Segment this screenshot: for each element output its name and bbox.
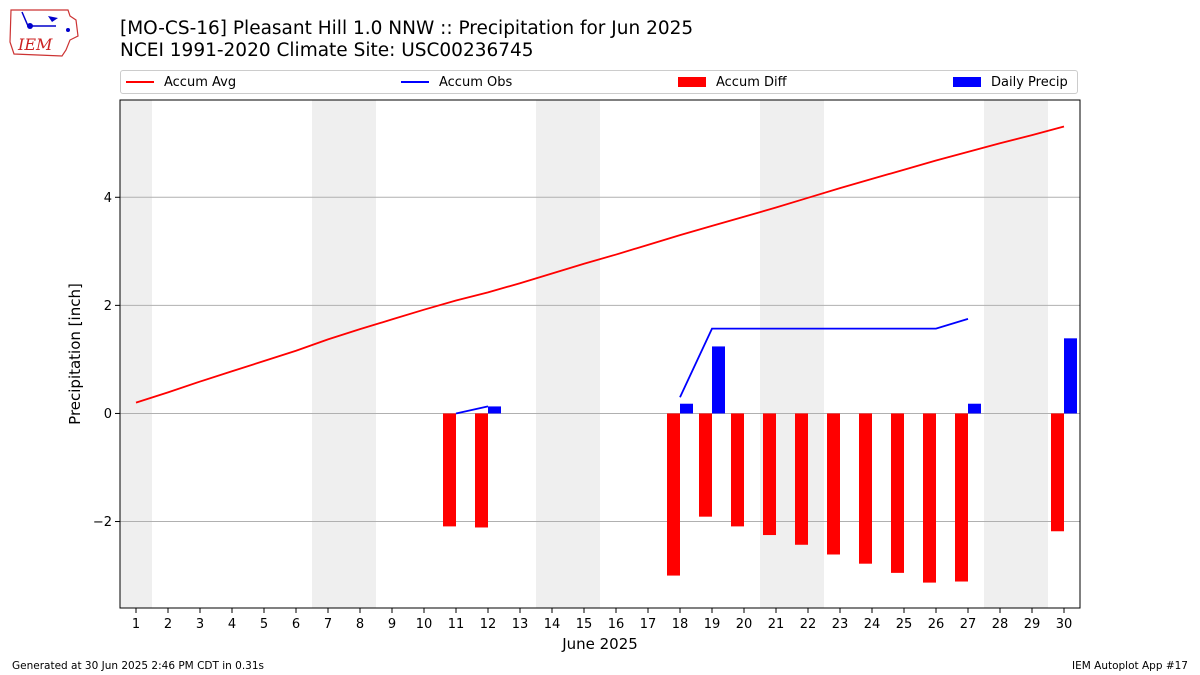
accum-avg-line xyxy=(135,125,1065,404)
legend: Accum Avg Accum Obs Accum Diff Daily Pre… xyxy=(120,70,1078,94)
x-tick-label: 20 xyxy=(736,617,753,632)
x-tick-label: 13 xyxy=(512,617,529,632)
legend-item-accum-avg: Accum Avg xyxy=(126,71,236,93)
x-tick-label: 14 xyxy=(544,617,561,632)
x-tick-label: 30 xyxy=(1056,617,1073,632)
diff-bar-day-27 xyxy=(955,413,968,582)
x-tick-label: 19 xyxy=(704,617,721,632)
legend-swatch-accum-avg xyxy=(126,81,154,83)
accum-obs-line-1 xyxy=(679,318,969,398)
y-axis-label: Precipitation [inch] xyxy=(66,283,84,425)
diff-bar-day-26 xyxy=(923,413,936,583)
x-tick-label: 18 xyxy=(672,617,689,632)
diff-bar-day-23 xyxy=(827,413,840,555)
legend-swatch-daily-precip xyxy=(953,77,981,87)
x-tick-label: 9 xyxy=(388,617,396,632)
x-tick-label: 5 xyxy=(260,617,268,632)
diff-bar-day-12 xyxy=(475,413,488,528)
x-tick-label: 23 xyxy=(832,617,849,632)
x-tick-label: 26 xyxy=(928,617,945,632)
diff-bar-day-24 xyxy=(859,413,872,564)
precip-bar-day-19 xyxy=(712,346,725,414)
x-tick-label: 1 xyxy=(132,617,140,632)
x-tick-label: 22 xyxy=(800,617,817,632)
plot-frame xyxy=(119,99,1081,609)
x-axis-label: June 2025 xyxy=(561,635,638,653)
x-tick-label: 3 xyxy=(196,617,204,632)
weekend-band-3 xyxy=(760,100,824,608)
legend-label-accum-obs: Accum Obs xyxy=(439,74,513,90)
x-tick-label: 8 xyxy=(356,617,364,632)
legend-label-daily-precip: Daily Precip xyxy=(991,74,1068,90)
x-tick-label: 6 xyxy=(292,617,300,632)
x-tick-label: 27 xyxy=(960,617,977,632)
logo-text: IEM xyxy=(17,35,53,54)
footer-app: IEM Autoplot App #17 xyxy=(1072,660,1188,672)
y-tick-label: 2 xyxy=(104,299,112,314)
title-line-2: NCEI 1991-2020 Climate Site: USC00236745 xyxy=(120,40,534,61)
diff-bar-day-30 xyxy=(1051,413,1064,532)
legend-item-accum-diff: Accum Diff xyxy=(678,71,787,93)
weekend-band-4 xyxy=(984,100,1048,608)
y-tick-label: −2 xyxy=(93,515,112,530)
legend-item-accum-obs: Accum Obs xyxy=(401,71,512,93)
legend-item-daily-precip: Daily Precip xyxy=(953,71,1068,93)
x-tick-label: 28 xyxy=(992,617,1009,632)
iem-logo: IEM xyxy=(9,9,79,57)
accum-obs-line-0 xyxy=(455,405,489,415)
x-tick-label: 2 xyxy=(164,617,172,632)
chart-title: [MO-CS-16] Pleasant Hill 1.0 NNW :: Prec… xyxy=(120,18,693,62)
y-tick-label: 4 xyxy=(104,191,112,206)
precip-bar-day-27 xyxy=(968,403,981,414)
x-tick-label: 16 xyxy=(608,617,625,632)
footer-generated: Generated at 30 Jun 2025 2:46 PM CDT in … xyxy=(12,660,265,672)
x-tick-label: 29 xyxy=(1024,617,1041,632)
x-tick-label: 15 xyxy=(576,617,593,632)
precip-bar-day-30 xyxy=(1064,338,1077,414)
x-tick-label: 10 xyxy=(416,617,433,632)
x-tick-label: 12 xyxy=(480,617,497,632)
diff-bar-day-22 xyxy=(795,413,808,545)
x-tick-label: 11 xyxy=(448,617,465,632)
x-tick-label: 17 xyxy=(640,617,657,632)
title-line-1: [MO-CS-16] Pleasant Hill 1.0 NNW :: Prec… xyxy=(120,18,694,39)
legend-swatch-accum-obs xyxy=(401,81,429,83)
x-tick-label: 7 xyxy=(324,617,332,632)
x-tick-label: 4 xyxy=(228,617,236,632)
precip-bar-day-12 xyxy=(488,406,501,414)
diff-bar-day-20 xyxy=(731,413,744,527)
precip-bar-day-18 xyxy=(680,403,693,414)
diff-bar-day-21 xyxy=(763,413,776,536)
diff-bar-day-18 xyxy=(667,413,680,576)
x-tick-label: 25 xyxy=(896,617,913,632)
weekend-band-2 xyxy=(536,100,600,608)
x-tick-label: 21 xyxy=(768,617,785,632)
weekend-band-0 xyxy=(120,100,152,608)
legend-label-accum-avg: Accum Avg xyxy=(164,74,237,90)
legend-swatch-accum-diff xyxy=(678,77,706,87)
legend-label-accum-diff: Accum Diff xyxy=(716,74,787,90)
x-tick-label: 24 xyxy=(864,617,881,632)
y-tick-label: 0 xyxy=(104,407,112,422)
diff-bar-day-11 xyxy=(443,413,456,527)
weekend-band-1 xyxy=(312,100,376,608)
diff-bar-day-25 xyxy=(891,413,904,573)
diff-bar-day-19 xyxy=(699,413,712,517)
